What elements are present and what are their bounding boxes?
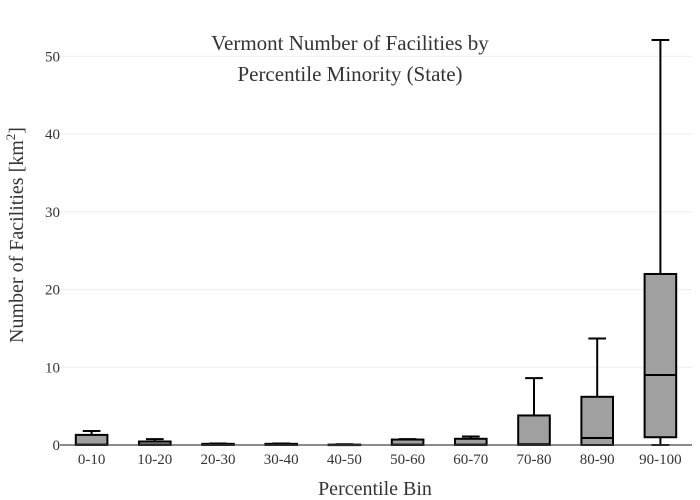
x-tick-label-80-90: 80-90	[580, 452, 615, 468]
box-50-60	[390, 438, 425, 447]
box-90-100	[643, 38, 678, 446]
box-60-70	[454, 435, 488, 446]
iqr-box	[74, 433, 109, 447]
y-tick-label-40: 40	[45, 127, 60, 143]
box-10-20	[138, 438, 172, 447]
box-70-80	[517, 377, 551, 447]
y-axis-title: Number of Facilities [km2]	[3, 127, 28, 343]
x-tick-label-40-50: 40-50	[327, 452, 362, 468]
x-tick-label-20-30: 20-30	[201, 452, 236, 468]
boxes	[74, 38, 678, 447]
x-tick-label-10-20: 10-20	[137, 452, 172, 468]
y-tick-label-0: 0	[53, 438, 61, 454]
x-tick-label-60-70: 60-70	[453, 452, 488, 468]
y-tick-label-30: 30	[45, 205, 60, 221]
x-tick-label-90-100: 90-100	[639, 452, 682, 468]
x-axis-tick-labels: 0-10 10-20 20-30 30-40 40-50 50-60 60-70 70-80 8…	[78, 452, 682, 468]
box-0-10	[74, 430, 109, 447]
x-tick-label-0-10: 0-10	[78, 452, 106, 468]
chart-title-line-2: Percentile Minority (State)	[237, 62, 462, 86]
y-tick-label-20: 20	[45, 283, 60, 299]
x-axis-title: Percentile Bin	[318, 478, 432, 500]
y-axis-title-main: Number of Facilities [km	[6, 140, 28, 343]
y-axis-title-superscript: 2	[3, 134, 18, 141]
y-tick-label-10: 10	[45, 360, 60, 376]
grid-lines	[60, 55, 692, 368]
x-tick-label-30-40: 30-40	[264, 452, 299, 468]
box-80-90	[580, 337, 615, 446]
x-tick-label-70-80: 70-80	[517, 452, 552, 468]
iqr-box	[517, 414, 551, 447]
y-axis-tick-labels: 0 10 20 30 40 50	[45, 49, 60, 454]
y-tick-label-50: 50	[45, 49, 60, 65]
iqr-box	[643, 272, 678, 439]
x-tick-label-50-60: 50-60	[390, 452, 425, 468]
chart-title-line-1: Vermont Number of Facilities by	[211, 31, 489, 55]
y-axis-title-tail: ]	[6, 127, 28, 134]
